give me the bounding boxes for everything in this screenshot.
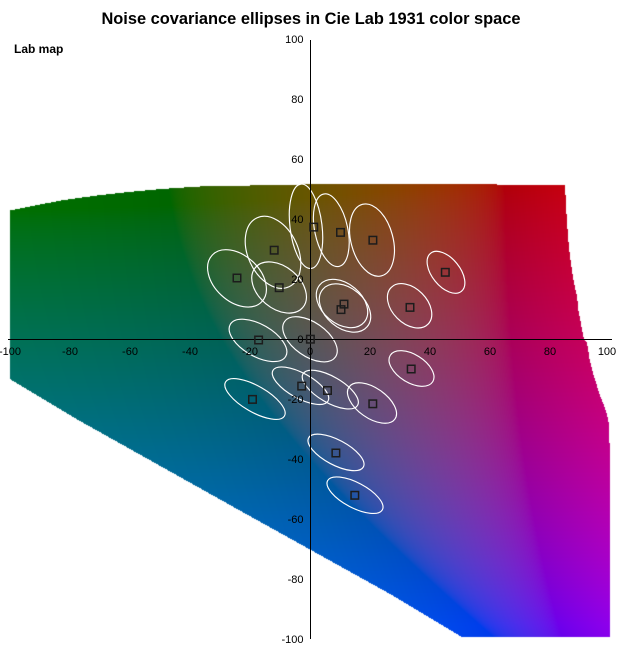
svg-text:-60: -60 <box>288 514 304 526</box>
svg-text:Lab map: Lab map <box>14 42 63 56</box>
svg-text:-40: -40 <box>182 346 198 358</box>
svg-text:-100: -100 <box>0 346 21 358</box>
svg-text:40: 40 <box>291 214 303 226</box>
svg-text:60: 60 <box>291 154 303 166</box>
svg-text:40: 40 <box>424 346 436 358</box>
svg-text:-40: -40 <box>288 454 304 466</box>
svg-text:80: 80 <box>544 346 556 358</box>
svg-text:60: 60 <box>484 346 496 358</box>
svg-text:20: 20 <box>364 346 376 358</box>
svg-text:Noise covariance ellipses in C: Noise covariance ellipses in Cie Lab 193… <box>101 10 520 28</box>
svg-text:0: 0 <box>297 334 303 346</box>
svg-text:-60: -60 <box>122 346 138 358</box>
svg-text:-20: -20 <box>288 394 304 406</box>
svg-text:-80: -80 <box>62 346 78 358</box>
svg-text:-20: -20 <box>242 346 258 358</box>
svg-text:-80: -80 <box>288 574 304 586</box>
svg-text:0: 0 <box>307 346 313 358</box>
svg-text:20: 20 <box>291 274 303 286</box>
svg-text:-100: -100 <box>281 634 303 646</box>
svg-text:100: 100 <box>598 346 616 358</box>
svg-text:80: 80 <box>291 94 303 106</box>
svg-text:100: 100 <box>285 34 303 46</box>
